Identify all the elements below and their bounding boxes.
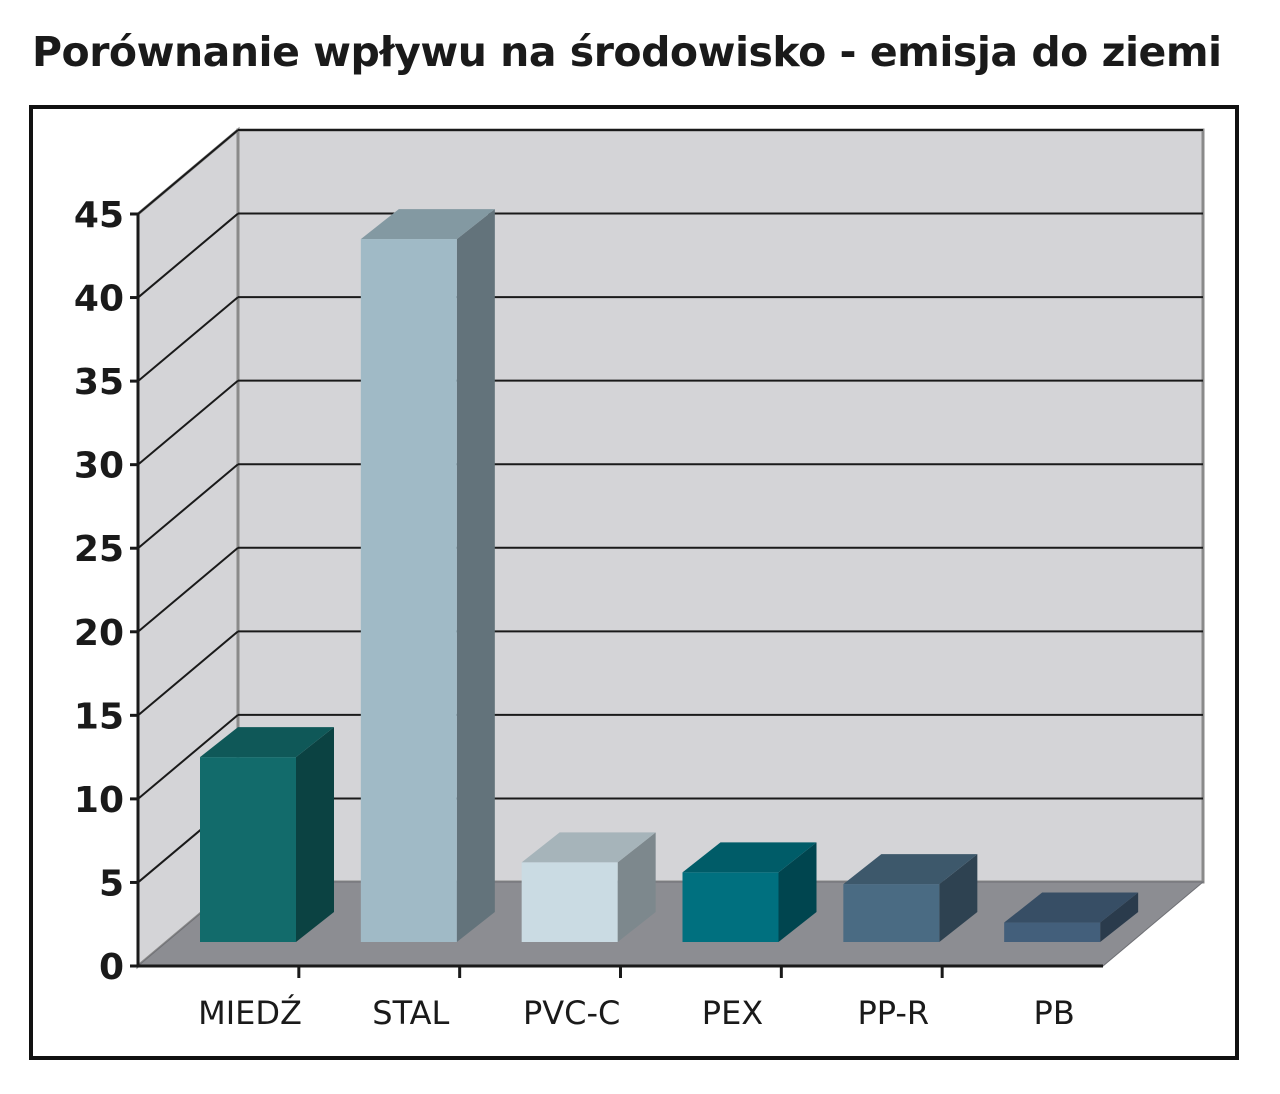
y-tick-label: 15 [74, 696, 124, 737]
y-axis [130, 212, 1103, 978]
x-tick-label: PP-R [857, 994, 929, 1032]
bars [200, 209, 1139, 943]
gridline-side [137, 212, 239, 299]
x-tick-label: PB [1034, 994, 1075, 1032]
gridline-side [137, 547, 239, 633]
x-tick-label: MIEDŹ [198, 994, 302, 1032]
gridline-side [137, 296, 239, 382]
bar-top [1004, 892, 1139, 923]
gridline-side [137, 379, 239, 466]
y-tick-labels: 0 5 10 15 20 25 30 35 40 45 [74, 195, 124, 988]
bar-front [682, 872, 779, 942]
x-tick-label: PVC-C [523, 994, 620, 1032]
y-tick-label: 40 [74, 279, 124, 320]
bar-front [1004, 922, 1101, 942]
bar-pex [682, 842, 817, 942]
bar-side [778, 842, 817, 942]
x-tick-label: STAL [372, 994, 449, 1032]
chart-title: Porównanie wpływu na środowisko - emisja… [32, 28, 1222, 76]
bar-side [296, 727, 334, 942]
gridline-side [137, 463, 239, 549]
bar-side [1100, 892, 1139, 942]
gridline-side [137, 630, 239, 717]
bar-pp-r [843, 854, 978, 942]
bar-front [843, 884, 940, 942]
chart-frame [29, 105, 1239, 1060]
bar-top [360, 209, 495, 240]
bar-stal [360, 209, 495, 943]
bar-pb [1004, 892, 1139, 942]
gridline-side [137, 714, 239, 800]
x-tick-label: PEX [702, 994, 763, 1032]
y-tick-label: 5 [99, 863, 124, 904]
y-tick-label: 25 [74, 529, 124, 570]
y-tick-label: 20 [74, 613, 124, 654]
y-tick-label: 35 [74, 362, 124, 403]
bar-side [617, 832, 656, 942]
y-tick-label: 10 [74, 780, 124, 821]
y-tick-label: 30 [74, 446, 124, 487]
bar-top [843, 854, 978, 885]
bar-mied- [200, 727, 334, 942]
bar-side [939, 854, 978, 942]
bar-top [682, 842, 817, 873]
bar-side [456, 209, 495, 943]
bar-top [521, 832, 656, 863]
bar-front [200, 757, 296, 942]
x-tick-labels: MIEDŹ STAL PVC-C PEX PP-R PB [198, 994, 1075, 1032]
y-tick-label: 45 [74, 195, 124, 236]
gridline-side [137, 129, 239, 215]
bar-pvc-c [521, 832, 656, 942]
bar-top [200, 727, 334, 758]
bar-front [521, 862, 618, 942]
y-tick-label: 0 [99, 947, 124, 988]
bar-front [360, 239, 457, 943]
